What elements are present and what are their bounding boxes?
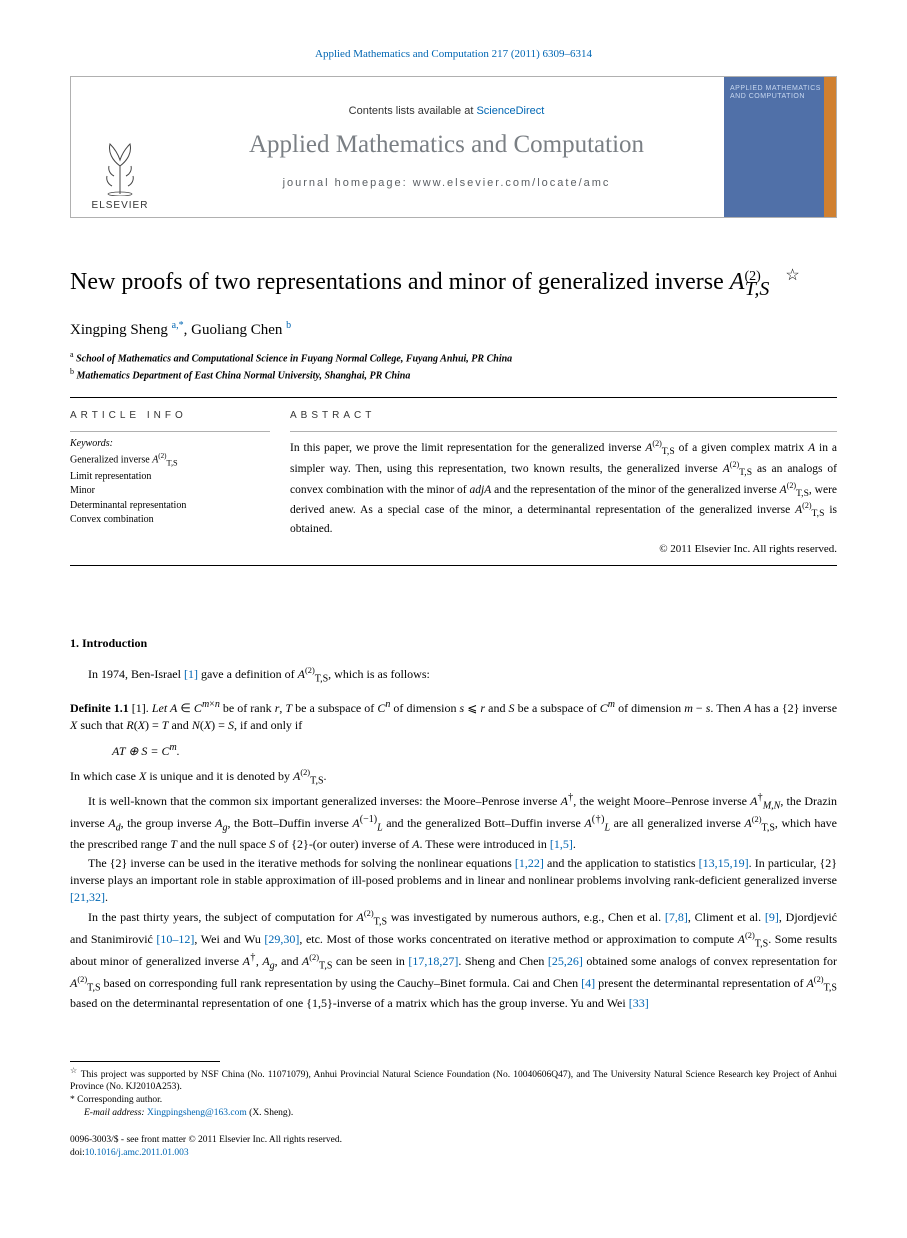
paragraph: It is well-known that the common six imp… — [70, 791, 837, 853]
footnote-funding: ☆ This project was supported by NSF Chin… — [70, 1066, 837, 1095]
abstract-column: abstract In this paper, we prove the lim… — [290, 398, 837, 554]
abstract-text: In this paper, we prove the limit repres… — [290, 438, 837, 536]
article-info-column: article info Keywords: Generalized inver… — [70, 398, 290, 554]
affiliation-b: b Mathematics Department of East China N… — [70, 366, 837, 383]
footnote-email: E-mail address: Xingpingsheng@163.com (X… — [70, 1107, 837, 1120]
abstract-label: abstract — [290, 398, 837, 431]
email-label: E-mail address: — [84, 1108, 145, 1118]
elsevier-tree-icon — [94, 136, 146, 196]
info-rule — [70, 431, 270, 432]
copyright-line: © 2011 Elsevier Inc. All rights reserved… — [290, 543, 837, 555]
footnote-rule — [70, 1061, 220, 1062]
front-matter-line: 0096-3003/$ - see front matter © 2011 El… — [70, 1134, 837, 1147]
publisher-block: ELSEVIER — [71, 77, 169, 217]
publisher-label: ELSEVIER — [92, 200, 149, 211]
keywords-list: Generalized inverse A(2)T,SLimit represe… — [70, 451, 270, 527]
article-title: New proofs of two representations and mi… — [70, 266, 837, 302]
email-link[interactable]: Xingpingsheng@163.com — [147, 1108, 247, 1118]
keywords-heading: Keywords: — [70, 438, 270, 449]
sciencedirect-link[interactable]: ScienceDirect — [476, 105, 544, 117]
journal-homepage: journal homepage: www.elsevier.com/locat… — [173, 177, 720, 189]
cover-text: APPLIED MATHEMATICS AND COMPUTATION — [730, 85, 830, 102]
author-list: Xingping Sheng a,*, Guoliang Chen b — [70, 320, 837, 339]
paragraph: In 1974, Ben-Israel [1] gave a definitio… — [70, 665, 837, 687]
journal-cover-thumbnail: APPLIED MATHEMATICS AND COMPUTATION — [724, 77, 836, 217]
section-introduction: 1. Introduction In 1974, Ben-Israel [1] … — [70, 636, 837, 1013]
doi-line: doi:10.1016/j.amc.2011.01.003 — [70, 1147, 837, 1160]
section-heading: 1. Introduction — [70, 636, 837, 651]
rule-bottom — [70, 565, 837, 566]
cover-stripe — [824, 77, 836, 217]
paragraph: The {2} inverse can be used in the itera… — [70, 855, 837, 906]
definition-1-1: Definite 1.1 [1]. Let A ∈ Cm×n be of ran… — [70, 698, 837, 734]
running-head: Applied Mathematics and Computation 217 … — [70, 48, 837, 60]
display-equation: AT ⊕ S = Cm. — [112, 742, 837, 759]
affiliations: a School of Mathematics and Computationa… — [70, 349, 837, 384]
paragraph: In the past thirty years, the subject of… — [70, 908, 837, 1012]
abstract-rule — [290, 431, 837, 432]
email-tail: (X. Sheng). — [247, 1108, 293, 1118]
masthead-center: Contents lists available at ScienceDirec… — [169, 77, 724, 217]
journal-name: Applied Mathematics and Computation — [173, 131, 720, 159]
footer-block: 0096-3003/$ - see front matter © 2011 El… — [70, 1134, 837, 1160]
article-info-label: article info — [70, 398, 270, 431]
masthead: ELSEVIER Contents lists available at Sci… — [70, 76, 837, 218]
affiliation-a: a School of Mathematics and Computationa… — [70, 349, 837, 366]
contents-prefix: Contents lists available at — [349, 105, 477, 117]
doi-link[interactable]: 10.1016/j.amc.2011.01.003 — [85, 1148, 189, 1158]
footnote-corresponding: * Corresponding author. — [70, 1094, 837, 1107]
contents-available-line: Contents lists available at ScienceDirec… — [173, 105, 720, 117]
paragraph: In which case X is unique and it is deno… — [70, 767, 837, 789]
